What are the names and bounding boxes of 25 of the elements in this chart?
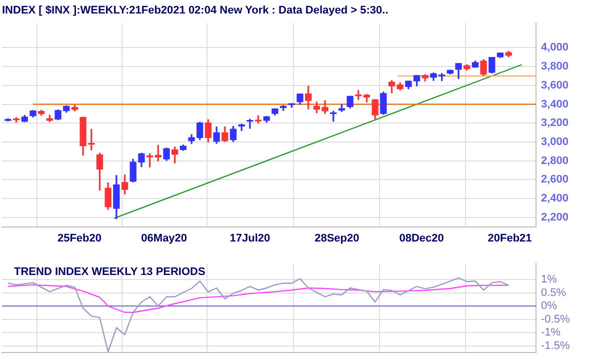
x-tick-label: 25Feb20 (57, 232, 102, 244)
y-tick-label: 2,600 (541, 174, 569, 186)
y-tick-label: 2,400 (541, 192, 569, 205)
y-tick-label: 4,000 (541, 42, 569, 54)
y-tick-label: 3,800 (541, 60, 569, 73)
y-tick-label: 1% (541, 274, 558, 286)
chart-title: INDEX [ $INX ]:WEEKLY:21Feb2021 02:04 New York : Data Delayed > 5:30.. (2, 4, 388, 17)
y-tick-label: 3,600 (541, 79, 569, 92)
x-tick-label: 28Sep20 (314, 232, 360, 244)
y-tick-label: 2,800 (541, 154, 569, 167)
y-tick-label: 0% (541, 300, 558, 312)
y-tick-label: 3,400 (541, 98, 569, 110)
chart-title: TREND INDEX WEEKLY 13 PERIODS (14, 266, 206, 278)
x-tick-label: 06May20 (141, 232, 188, 244)
y-tick-label: 2,200 (541, 211, 569, 224)
y-tick-label: -0.5% (541, 313, 570, 326)
y-tick-label: -1.5% (541, 340, 570, 352)
x-tick-label: 20Feb21 (488, 232, 532, 244)
x-tick-label: 08Dec20 (399, 232, 444, 244)
y-tick-label: 3,200 (541, 117, 569, 130)
y-tick-label: 3,000 (541, 136, 569, 148)
x-tick-label: 17Jul20 (230, 232, 270, 244)
candlestick (246, 118, 254, 129)
y-tick-label: 0.5% (541, 286, 566, 299)
y-tick-label: -1% (541, 326, 561, 339)
